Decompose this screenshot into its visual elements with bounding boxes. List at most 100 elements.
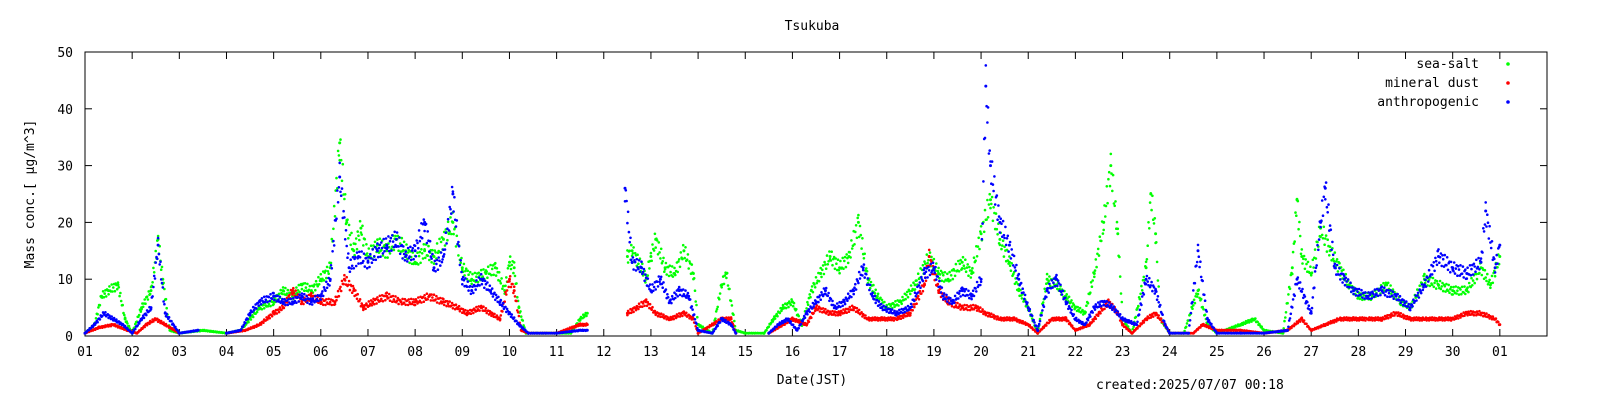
data-point <box>653 309 657 313</box>
data-point <box>515 319 518 323</box>
data-point <box>506 267 510 270</box>
data-point <box>1109 152 1113 156</box>
data-point <box>776 314 779 318</box>
data-point <box>416 251 419 254</box>
data-point <box>857 270 861 274</box>
data-point <box>409 258 413 262</box>
data-point <box>332 204 336 208</box>
data-point <box>636 253 639 256</box>
data-point <box>718 297 721 301</box>
data-point <box>953 294 957 298</box>
data-point <box>964 258 967 262</box>
data-point <box>685 296 688 299</box>
data-point <box>854 288 858 291</box>
data-point <box>1434 319 1437 322</box>
data-point <box>845 253 848 256</box>
data-point <box>968 308 972 312</box>
data-point <box>909 302 913 306</box>
data-point <box>678 315 682 318</box>
data-point <box>110 315 113 318</box>
data-point <box>337 186 341 189</box>
data-point <box>797 326 800 330</box>
data-point <box>868 288 871 292</box>
data-point <box>516 311 520 314</box>
data-point <box>330 237 334 241</box>
data-point <box>516 295 519 299</box>
data-point <box>163 287 166 291</box>
data-point <box>140 306 144 310</box>
data-point <box>1475 272 1478 276</box>
data-point <box>1149 192 1153 196</box>
series-anthropogenic <box>83 64 1502 335</box>
data-point <box>151 281 154 284</box>
data-point <box>861 237 864 240</box>
data-point <box>1444 290 1447 293</box>
data-point <box>732 313 735 317</box>
data-point <box>439 264 442 267</box>
data-point <box>512 291 515 295</box>
data-point <box>803 316 807 320</box>
data-point <box>1008 240 1012 244</box>
data-point <box>154 317 158 321</box>
data-point <box>996 218 999 221</box>
data-point <box>824 286 828 290</box>
data-point <box>932 268 936 272</box>
data-point <box>683 256 686 260</box>
data-point <box>1144 282 1148 286</box>
data-point <box>102 295 106 299</box>
data-point <box>492 273 496 277</box>
data-point <box>921 263 925 267</box>
data-point <box>417 246 420 250</box>
data-point <box>414 254 418 258</box>
data-point <box>986 216 990 219</box>
data-point <box>338 287 342 291</box>
data-point <box>853 243 856 246</box>
data-point <box>340 179 344 183</box>
data-point <box>885 310 888 313</box>
data-point <box>515 282 518 285</box>
data-point <box>848 305 852 309</box>
data-point <box>1118 275 1122 278</box>
data-point <box>918 281 922 284</box>
data-point <box>981 308 984 311</box>
data-point <box>154 249 157 253</box>
data-point <box>832 257 835 261</box>
data-point <box>457 244 461 248</box>
data-point <box>1089 281 1093 284</box>
data-point <box>1037 325 1040 328</box>
data-point <box>306 301 309 305</box>
data-point <box>1038 317 1042 321</box>
data-point <box>399 300 403 304</box>
data-point <box>1076 305 1079 309</box>
data-point <box>304 297 308 301</box>
data-point <box>1338 261 1341 265</box>
data-point <box>1006 234 1010 238</box>
data-point <box>1001 219 1005 223</box>
data-point <box>466 309 470 313</box>
data-point <box>403 259 407 262</box>
data-point <box>1060 293 1064 296</box>
data-point <box>986 121 989 124</box>
data-point <box>824 267 828 271</box>
data-point <box>149 289 153 293</box>
data-point <box>1053 284 1057 288</box>
data-point <box>948 302 951 305</box>
data-point <box>692 313 696 316</box>
data-point <box>578 317 582 321</box>
data-point <box>442 253 446 256</box>
data-point <box>879 296 882 300</box>
data-point <box>501 287 504 291</box>
data-point <box>1152 222 1156 225</box>
data-point <box>936 275 940 278</box>
data-point <box>673 266 676 270</box>
data-point <box>778 311 782 315</box>
data-point <box>724 318 727 322</box>
data-point <box>1038 319 1042 323</box>
data-point <box>337 154 341 157</box>
data-point <box>281 289 285 293</box>
data-point <box>352 267 356 270</box>
data-point <box>286 288 290 292</box>
data-point <box>347 252 350 255</box>
data-point <box>969 276 973 279</box>
data-point <box>1185 322 1189 325</box>
